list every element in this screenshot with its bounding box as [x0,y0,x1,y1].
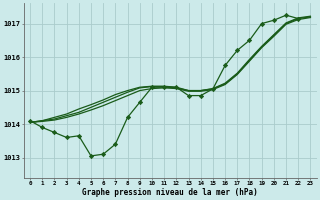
X-axis label: Graphe pression niveau de la mer (hPa): Graphe pression niveau de la mer (hPa) [82,188,258,197]
